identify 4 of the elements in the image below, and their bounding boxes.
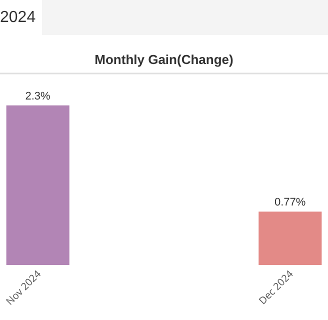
- text: 2024: [0, 0, 42, 35]
- data-label: 0.77%: [274, 196, 306, 209]
- data-label: 2.3%: [25, 90, 50, 102]
- chart-title: Monthly Gain(Change): [94, 52, 234, 68]
